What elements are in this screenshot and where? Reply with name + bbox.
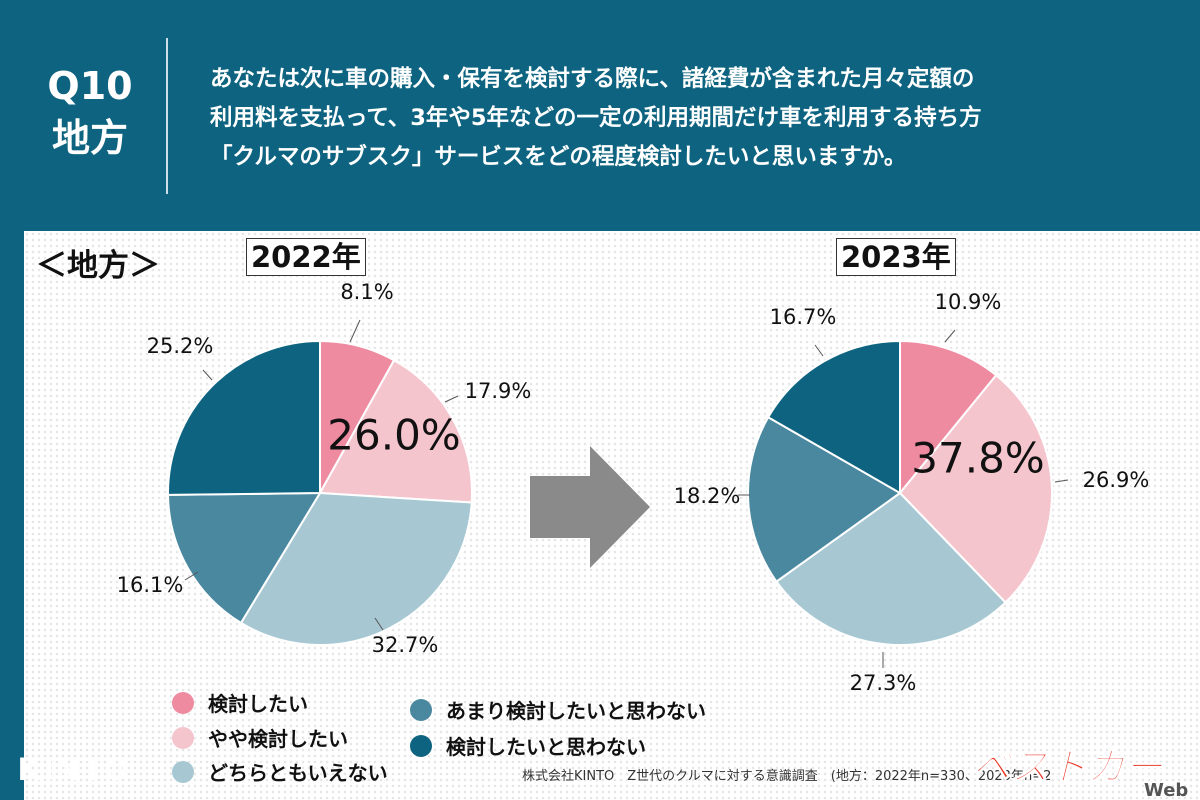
slice-value-label: 16.7% bbox=[770, 305, 837, 329]
pie-chart-2023: 10.9% 26.9% 27.3% 18.2% 16.7% 37.8% bbox=[674, 290, 1150, 695]
slice-value-label: 16.1% bbox=[117, 573, 184, 597]
slice-value-label: 32.7% bbox=[372, 633, 439, 657]
header-divider bbox=[166, 38, 168, 194]
pie-slice bbox=[775, 491, 1007, 646]
pie-slice bbox=[167, 339, 321, 496]
leader-line bbox=[444, 395, 459, 403]
region-label: ＜地方＞ bbox=[36, 248, 160, 284]
pie-chart-2022: 8.1% 17.9% 32.7% 16.1% 25.2% 26.0% bbox=[117, 280, 532, 657]
leader-line bbox=[814, 344, 824, 357]
chart-title-2023: 2023年 bbox=[836, 238, 956, 276]
leader-line bbox=[349, 319, 361, 343]
slice-value-label: 17.9% bbox=[465, 379, 532, 403]
leader-line bbox=[184, 571, 199, 581]
chart-title-2022: 2022年 bbox=[246, 238, 366, 276]
pie-slice bbox=[899, 339, 998, 496]
question-text: あなたは次に車の購入・保有を検討する際に、諸経費が含まれた月々定額の 利用料を支… bbox=[210, 60, 1180, 177]
watermark-logo: ベストカー Web bbox=[971, 744, 1188, 800]
watermark-suffix: Web bbox=[1144, 780, 1188, 800]
question-header: Q10 地方 あなたは次に車の購入・保有を検討する際に、諸経費が含まれた月々定額… bbox=[0, 0, 1200, 228]
leader-line bbox=[202, 369, 213, 381]
slice-value-label: 10.9% bbox=[935, 290, 1002, 314]
question-line: あなたは次に車の購入・保有を検討する際に、諸経費が含まれた月々定額の bbox=[210, 66, 975, 92]
question-line: 「クルマのサブスク」サービスをどの程度検討したいと思いますか。 bbox=[210, 144, 907, 170]
question-number-text: Q10 bbox=[47, 64, 133, 108]
question-region-text: 地方 bbox=[51, 116, 128, 160]
source-note: 株式会社KINTO Z世代のクルマに対する意識調査 (地方：2022年n=330… bbox=[522, 769, 1052, 784]
combined-percentage-label: 26.0% bbox=[327, 411, 460, 460]
question-line: 利用料を支払って、3年や5年などの一定の利用期間だけ車を利用する持ち方 bbox=[210, 105, 982, 131]
combined-percentage-label: 37.8% bbox=[911, 434, 1044, 483]
slice-value-label: 25.2% bbox=[147, 334, 214, 358]
pie-slice bbox=[898, 373, 1053, 604]
slice-value-label: 18.2% bbox=[674, 484, 741, 508]
slice-value-label: 26.9% bbox=[1083, 468, 1150, 492]
slice-value-label: 8.1% bbox=[340, 280, 393, 304]
leader-line bbox=[374, 617, 384, 631]
leader-line bbox=[944, 329, 956, 343]
pie-slice bbox=[318, 358, 473, 504]
watermark-text: ベストカー bbox=[972, 745, 1164, 789]
question-number: Q10 地方 bbox=[30, 60, 150, 164]
pie-slice bbox=[166, 491, 322, 625]
pie-slice bbox=[239, 491, 473, 646]
pie-slice bbox=[766, 339, 901, 495]
pie-slice bbox=[747, 415, 902, 583]
leader-line bbox=[1054, 479, 1069, 483]
kinto-logo: KINTO bbox=[18, 751, 132, 787]
slice-value-label: 27.3% bbox=[850, 671, 917, 695]
transition-arrow-icon bbox=[530, 446, 650, 568]
